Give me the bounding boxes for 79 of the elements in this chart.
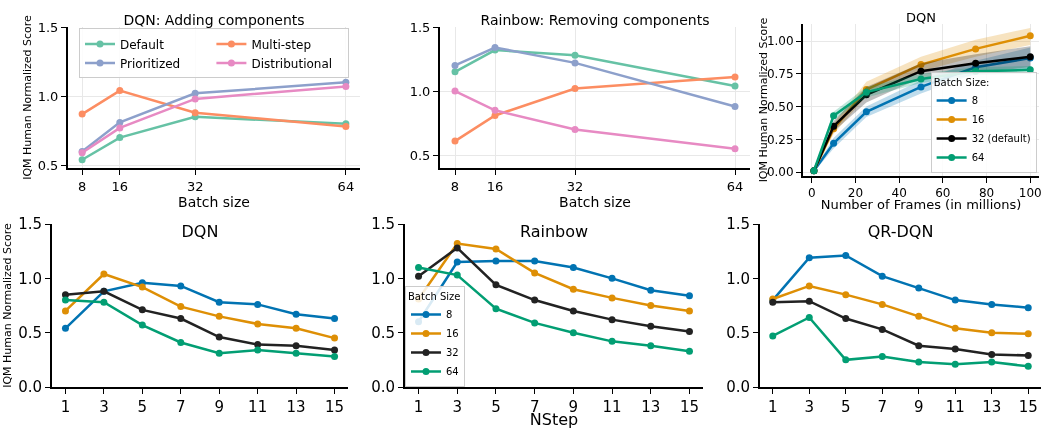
legend-label: 16	[971, 114, 985, 126]
y-tick-label: 0.5	[37, 157, 59, 173]
y-tick-label: 0.0	[18, 378, 42, 397]
x-tick-label: 8	[450, 178, 460, 194]
legend-title: Batch Size:	[933, 76, 990, 88]
x-tick-label: 64	[337, 178, 355, 194]
x-tick-label: 32	[566, 178, 584, 194]
x-tick-label: 1	[768, 398, 778, 416]
legend-label: Multi-step	[251, 37, 312, 52]
x-tick-label: 8	[77, 178, 87, 194]
legend-label: 32	[446, 347, 459, 359]
y-tick-label: 0.0	[726, 378, 750, 397]
x-tick-label: 13	[641, 398, 661, 416]
x-tick-label: 32	[186, 178, 204, 194]
chart-title: DQN: Adding components	[123, 12, 305, 28]
legend-title: Batch Size	[408, 291, 461, 302]
y-tick-label: 1.5	[726, 215, 750, 234]
x-tick-label: 11	[945, 398, 965, 416]
y-tick-label: 0.5	[726, 323, 750, 342]
y-tick-label: 1.5	[37, 19, 59, 35]
y-tick-label: 1.0	[409, 83, 431, 99]
x-tick-label: 11	[248, 398, 268, 416]
x-axis-title: Batch size	[559, 193, 631, 210]
y-axis-title: IQM Human Normalized Score	[1, 222, 15, 388]
y-tick-label: 1.0	[37, 88, 59, 104]
legend-label: 8	[971, 95, 979, 107]
x-tick-label: 5	[137, 398, 148, 416]
x-tick-label: 13	[982, 398, 1002, 416]
x-tick-label: 15	[679, 398, 699, 416]
legend-label: 32 (default)	[971, 133, 1031, 145]
x-tick-label: 9	[568, 398, 579, 416]
y-tick-label: 0.75	[766, 66, 794, 81]
y-tick-label: 0.0	[371, 378, 395, 397]
x-tick-label: 1	[413, 398, 424, 416]
x-tick-label: 5	[491, 398, 501, 416]
x-axis-title: Batch size	[178, 193, 250, 210]
x-tick-label: 3	[99, 398, 109, 416]
x-tick-label: 13	[286, 398, 306, 416]
y-tick-label: 0.5	[371, 323, 395, 342]
x-tick-label: 64	[726, 178, 744, 194]
legend-label: Prioritized	[120, 56, 181, 71]
chart-title: DQN	[906, 10, 936, 25]
x-tick-label: 11	[602, 398, 622, 416]
x-tick-label: 5	[840, 398, 851, 416]
y-tick-label: 0.5	[18, 323, 42, 342]
x-tick-label: 16	[486, 178, 504, 194]
x-tick-label: 15	[1018, 398, 1038, 416]
y-tick-label: 1.5	[409, 19, 431, 35]
x-tick-label: 7	[176, 398, 186, 416]
y-tick-label: 1.5	[371, 215, 395, 234]
y-tick-label: 1.0	[726, 269, 750, 288]
x-tick-label: 15	[325, 398, 345, 416]
y-tick-label: 1.0	[371, 269, 395, 288]
y-axis-title: IQM Human Normalized Score	[20, 14, 34, 180]
y-tick-label: 0.25	[766, 132, 794, 147]
y-tick-label: 0.50	[766, 99, 794, 114]
chart-title: Rainbow: Removing components	[480, 12, 710, 28]
y-tick-label: 1.0	[18, 269, 42, 288]
x-tick-label: 3	[452, 398, 463, 416]
x-tick-label: 1	[60, 398, 71, 416]
x-tick-label: 9	[913, 398, 924, 416]
y-tick-label: 0.5	[409, 147, 431, 163]
x-tick-label: 7	[877, 398, 888, 416]
y-tick-label: 1.5	[18, 215, 42, 234]
chart-title: DQN	[181, 221, 219, 241]
legend-label: 64	[446, 366, 459, 378]
x-tick-label: 16	[111, 178, 129, 194]
legend-label: Distributional	[251, 56, 333, 71]
y-tick-label: 0.00	[766, 165, 794, 180]
legend-label: 8	[446, 309, 453, 321]
x-tick-label: 3	[804, 398, 815, 416]
chart-title: QR-DQN	[867, 221, 934, 241]
legend-label: Default	[120, 37, 165, 52]
chart-title: Rainbow	[519, 221, 589, 241]
legend-label: 16	[446, 328, 459, 340]
y-tick-label: 1.00	[766, 34, 794, 49]
x-tick-label: 9	[214, 398, 224, 416]
legend-label: 64	[971, 152, 985, 164]
x-tick-label: 0	[807, 186, 816, 201]
